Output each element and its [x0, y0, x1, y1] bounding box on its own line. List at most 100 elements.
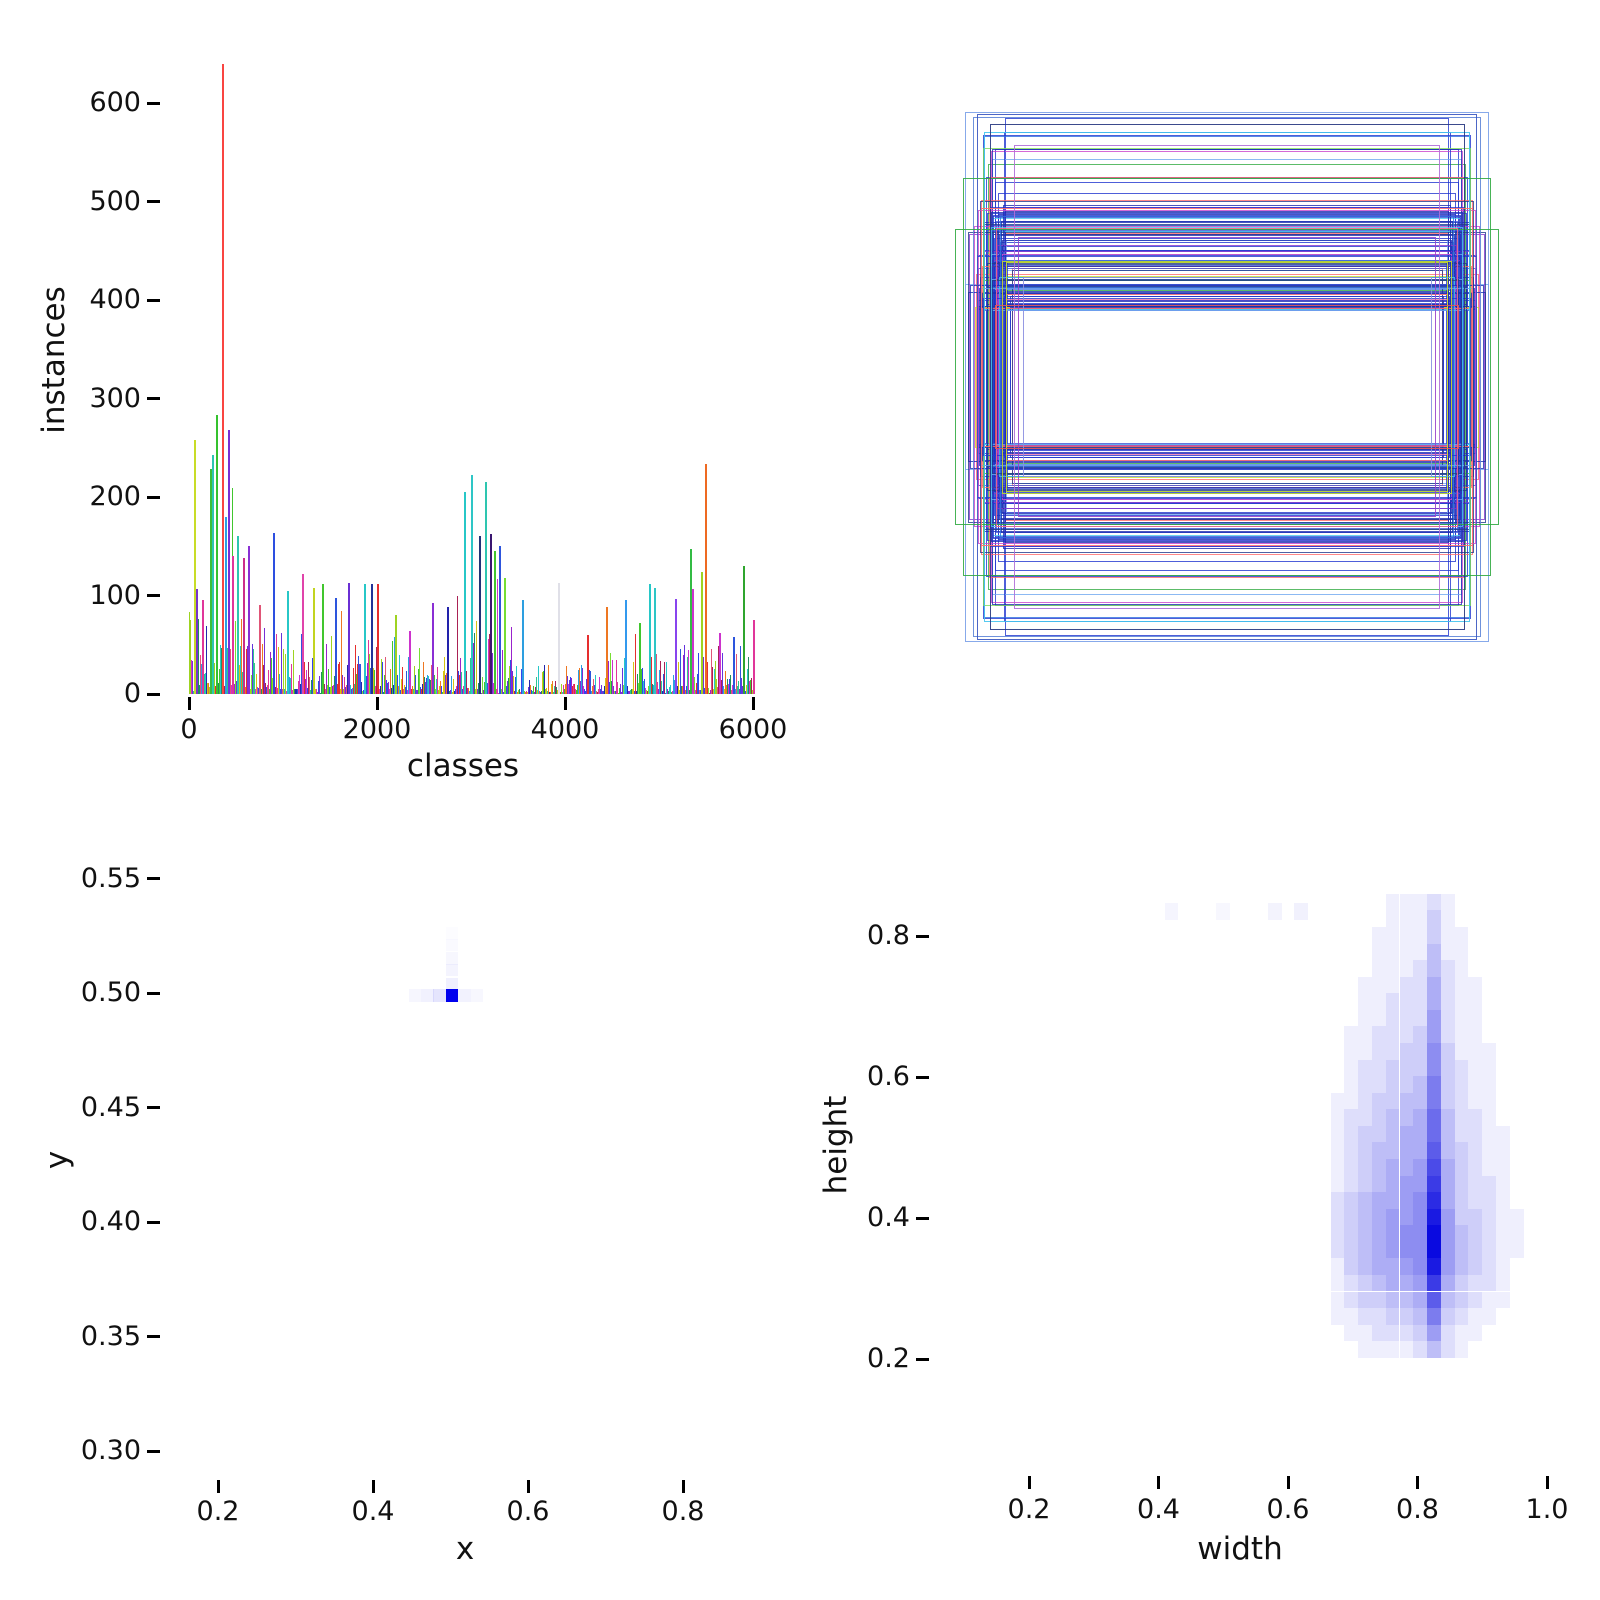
wh-heat-cell	[1427, 1225, 1441, 1242]
x-axis-label-width: width	[1197, 1531, 1283, 1567]
class-bar	[508, 678, 509, 694]
class-bar	[419, 647, 420, 694]
y-tick-mark	[147, 692, 160, 696]
class-bar	[319, 676, 320, 694]
class-bar	[271, 658, 272, 694]
class-bar-peak	[248, 546, 251, 694]
wh-heat-cell	[1440, 1192, 1455, 1209]
class-bar-peak	[334, 597, 337, 694]
wh-heat-cell	[1427, 1175, 1441, 1193]
wh-heat-cell	[1413, 1274, 1428, 1292]
wh-heat-cell	[1371, 993, 1386, 1010]
class-bar	[239, 665, 240, 694]
class-bar	[613, 686, 614, 694]
class-bar	[721, 680, 722, 694]
class-bar	[724, 689, 725, 694]
class-bar	[507, 681, 508, 694]
wh-heat-cell	[1399, 910, 1414, 927]
class-bar	[634, 691, 635, 694]
wh-heat-cell	[1344, 1324, 1359, 1342]
wh-heat-cell	[1399, 1208, 1414, 1226]
wh-heat-cell	[1482, 1274, 1496, 1292]
class-bar	[214, 663, 215, 694]
class-bar-peak	[196, 588, 198, 694]
class-bar	[633, 661, 634, 694]
wh-heat-cell	[1427, 1109, 1441, 1126]
bounding-box-rect	[981, 207, 1473, 547]
wh-heat-cell	[1482, 1076, 1496, 1093]
bounding-box-rect	[993, 265, 1461, 489]
wh-heat-cell	[1371, 1026, 1386, 1043]
class-bar	[482, 677, 483, 694]
wh-heat-cell	[1496, 1175, 1510, 1193]
class-bar	[374, 670, 375, 694]
wh-heat-cell	[1344, 1142, 1359, 1159]
y-tick-mark	[147, 1449, 160, 1453]
class-bar	[578, 669, 579, 694]
wh-heat-cell	[1413, 1125, 1428, 1143]
class-bar	[470, 658, 471, 694]
class-bar	[704, 688, 705, 694]
y-tick-mark	[147, 101, 160, 105]
wh-heat-cell	[1482, 1291, 1496, 1309]
class-bar	[435, 688, 436, 694]
class-bar	[722, 652, 723, 694]
wh-heat-cell	[1371, 1225, 1386, 1242]
class-bar	[723, 686, 724, 694]
wh-heat-cell	[1427, 910, 1441, 927]
class-bar-peak	[752, 620, 755, 694]
class-bar	[524, 690, 525, 694]
class-bar-peak	[394, 615, 397, 694]
class-bar	[262, 643, 263, 694]
class-bar	[290, 677, 291, 694]
class-bar	[277, 687, 278, 694]
class-bar	[518, 690, 519, 694]
wh-heat-cell	[1385, 1341, 1400, 1358]
wh-heat-cell	[1454, 1043, 1469, 1060]
class-bar	[601, 684, 602, 694]
class-bar	[286, 691, 287, 694]
class-bar-peak	[478, 536, 481, 694]
class-bar	[592, 686, 593, 694]
class-bar	[285, 654, 286, 694]
class-bar	[747, 668, 748, 694]
y-axis-label-height: height	[818, 1095, 854, 1195]
bounding-box-rect	[986, 263, 1468, 491]
class-bar	[554, 686, 555, 694]
class-bar	[611, 681, 612, 694]
class-bar	[292, 689, 293, 694]
class-bar	[568, 684, 569, 694]
class-bar	[593, 678, 594, 694]
wh-heat-cell	[1344, 1076, 1359, 1093]
wh-heat-cell	[1427, 993, 1441, 1010]
class-bar-peak	[606, 607, 609, 694]
class-bar	[732, 684, 733, 694]
wh-heat-cell	[1371, 1258, 1386, 1275]
class-bar	[735, 689, 736, 694]
bounding-box-rect	[1022, 277, 1432, 477]
wh-heat-cell	[1399, 1291, 1414, 1309]
wh-heat-cell	[1496, 1142, 1510, 1159]
class-bar	[423, 661, 424, 694]
class-bar	[632, 689, 633, 694]
class-bar	[501, 688, 502, 694]
wh-heat-cell	[1427, 1341, 1441, 1358]
class-bar	[540, 691, 541, 694]
class-bar	[646, 690, 647, 694]
wh-heat-cell	[1385, 1043, 1400, 1060]
wh-heat-cell	[1358, 1308, 1372, 1325]
class-bar	[332, 686, 333, 694]
wh-heat-cell	[1413, 1109, 1428, 1126]
class-bar	[208, 683, 209, 694]
class-bar	[600, 689, 601, 694]
class-bar	[199, 685, 200, 694]
class-bar	[563, 684, 564, 694]
class-bar	[317, 692, 318, 694]
wh-heat-cell	[1399, 976, 1414, 994]
class-bar	[427, 674, 428, 694]
wh-heat-cell	[1399, 1324, 1414, 1342]
class-bar	[206, 626, 207, 694]
wh-heat-cell	[1358, 1192, 1372, 1209]
